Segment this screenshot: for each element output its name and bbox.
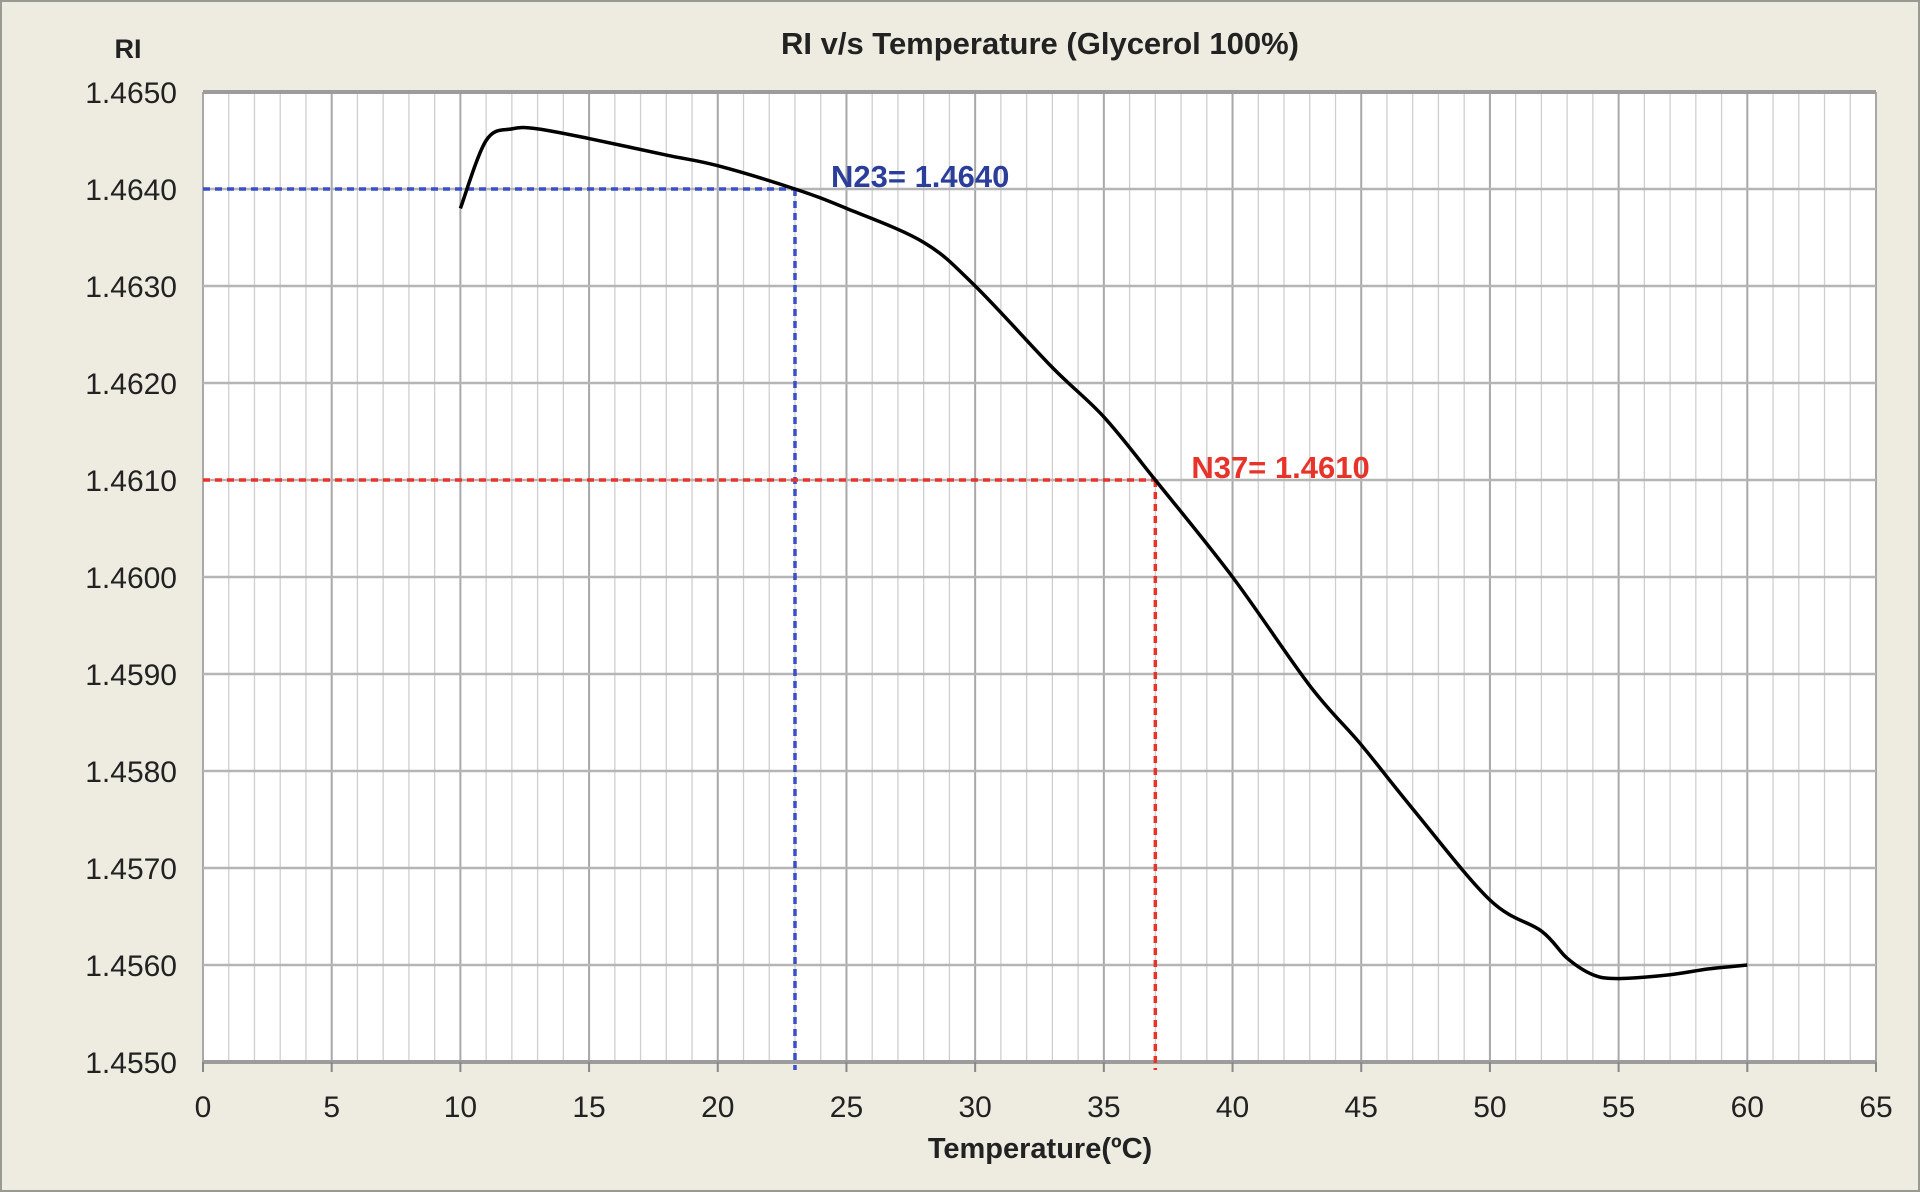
y-tick-label: 1.4580 — [85, 756, 177, 789]
x-axis-label: Temperature(ºC) — [928, 1133, 1152, 1165]
x-tick-label: 55 — [1602, 1091, 1635, 1124]
y-tick-label: 1.4630 — [85, 271, 177, 304]
x-tick-label: 65 — [1859, 1091, 1892, 1124]
series-line — [458, 125, 1748, 981]
annotation-label: N23= 1.4640 — [831, 159, 1009, 194]
x-tick-label: 50 — [1473, 1091, 1506, 1124]
annotation-label: N37= 1.4610 — [1191, 450, 1369, 485]
x-tick-label: 15 — [572, 1091, 605, 1124]
y-tick-label: 1.4620 — [85, 368, 177, 401]
x-tick-label: 40 — [1216, 1091, 1249, 1124]
y-tick-label: 1.4590 — [85, 659, 177, 692]
x-tick-label: 60 — [1731, 1091, 1764, 1124]
x-tick-label: 0 — [195, 1091, 212, 1124]
x-tick-label: 30 — [958, 1091, 991, 1124]
x-tick-label: 5 — [323, 1091, 340, 1124]
y-tick-label: 1.4610 — [85, 465, 177, 498]
y-axis-label: RI — [115, 34, 142, 64]
x-tick-label: 25 — [830, 1091, 863, 1124]
x-tick-label: 45 — [1345, 1091, 1378, 1124]
chart-title: RI v/s Temperature (Glycerol 100%) — [781, 26, 1299, 61]
x-tick-label: 35 — [1087, 1091, 1120, 1124]
y-tick-label: 1.4570 — [85, 853, 177, 886]
x-tick-label: 10 — [444, 1091, 477, 1124]
x-tick-label: 20 — [701, 1091, 734, 1124]
y-tick-label: 1.4560 — [85, 950, 177, 983]
y-tick-label: 1.4600 — [85, 562, 177, 595]
y-tick-label: 1.4550 — [85, 1047, 177, 1080]
y-tick-label: 1.4650 — [85, 77, 177, 110]
y-tick-label: 1.4640 — [85, 174, 177, 207]
